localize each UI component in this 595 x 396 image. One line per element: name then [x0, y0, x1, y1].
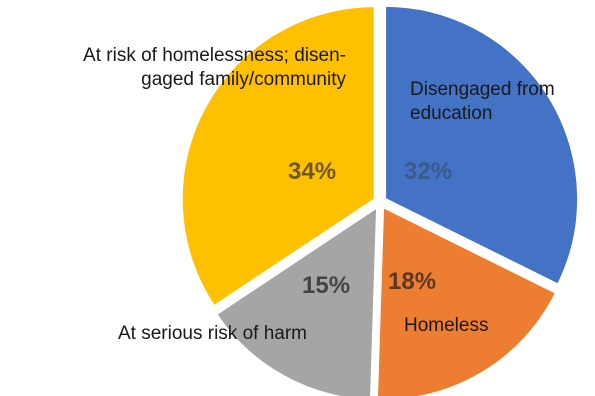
label-risk-homelessness: At risk of homelessness; disen- gaged fa… — [6, 44, 346, 92]
pie-slices — [180, 4, 580, 396]
label-serious-harm: At serious risk of harm — [118, 323, 307, 344]
slice-serious-harm — [215, 205, 379, 396]
slice-homeless — [376, 205, 558, 396]
value-label-serious-harm: 15% — [302, 272, 351, 299]
label-disengaged-education: Disengaged from education — [410, 78, 555, 126]
label-line: gaged family/community — [141, 69, 346, 90]
label-line: Disengaged from — [410, 79, 555, 100]
label-line: education — [410, 103, 493, 124]
slice-disengaged-education — [384, 4, 580, 286]
slice-risk-homelessness — [180, 5, 376, 308]
label-line: At risk of homelessness; disen- — [83, 45, 346, 66]
value-label-education: 32% — [404, 158, 453, 185]
value-label-risk-homelessness: 34% — [288, 158, 337, 185]
value-label-homeless: 18% — [388, 268, 437, 295]
label-homeless: Homeless — [404, 315, 489, 336]
